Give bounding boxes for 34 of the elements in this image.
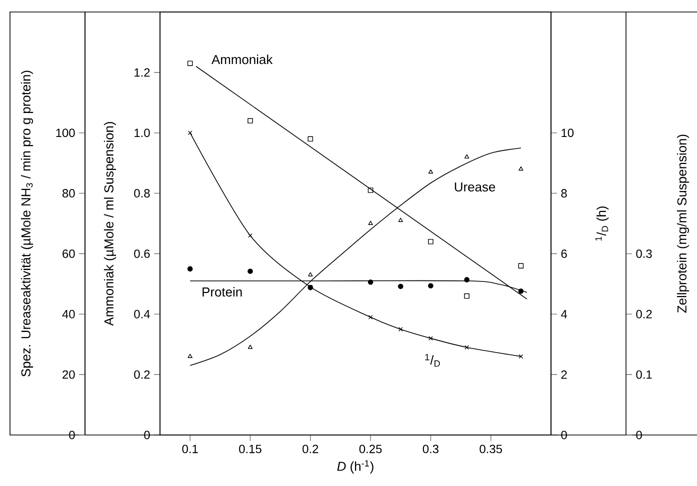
y2-tick-label: 4 (561, 310, 568, 318)
x-tick-label: 0.25 (359, 444, 382, 454)
y-tick-label: 1.2 (134, 68, 150, 77)
x-tick-label: 0.3 (422, 444, 438, 454)
y-tick-label: 0.4 (134, 310, 150, 318)
y-axis-title: Ammoniak (µMole / ml Suspension) (104, 122, 116, 326)
x-tick-label: 0.15 (239, 444, 262, 454)
y-tick-label: 0.6 (134, 249, 150, 258)
y-tick-label: 0.2 (636, 310, 652, 318)
y3-axis-title: Spez. Ureaseaktivität (µMole NH$_{3}$ / min pro g protein) (20, 70, 34, 376)
y2-axis-title: $^{1}$/$_{D}$ (h) (595, 206, 609, 241)
series-label: $^{1}$/$_{D}$ (425, 354, 440, 367)
y2-tick-label: 6 (561, 249, 567, 258)
y-tick-label: 1.0 (134, 128, 150, 138)
series-label: Urease (454, 182, 496, 192)
y3-tick-label: 20 (62, 370, 75, 379)
y2-tick-label: 8 (561, 189, 567, 198)
y3-tick-label: 80 (62, 189, 75, 198)
x-tick-label: 0.2 (302, 444, 318, 454)
x-axis-title: D (h$^{-1}$) (337, 460, 374, 474)
x-tick-label: 0.1 (182, 444, 198, 454)
y-tick-label: 0.8 (134, 189, 150, 198)
y-tick-label: 0.2 (134, 370, 150, 379)
series-label: Ammoniak (212, 54, 273, 64)
series-label: Protein (202, 287, 242, 297)
y3-tick-label: 40 (62, 310, 75, 318)
y2-tick-label: 10 (562, 128, 574, 138)
y2-tick-label: 2 (561, 370, 567, 379)
y-tick-label: 0.3 (636, 249, 652, 258)
x-tick-label: 0.35 (480, 444, 502, 454)
y3-tick-label: 60 (62, 249, 75, 258)
y-axis-title: Zellprotein (mg/ml Suspension) (676, 134, 690, 313)
y3-tick-label: 100 (56, 128, 75, 138)
y-tick-label: 0.1 (636, 370, 652, 379)
